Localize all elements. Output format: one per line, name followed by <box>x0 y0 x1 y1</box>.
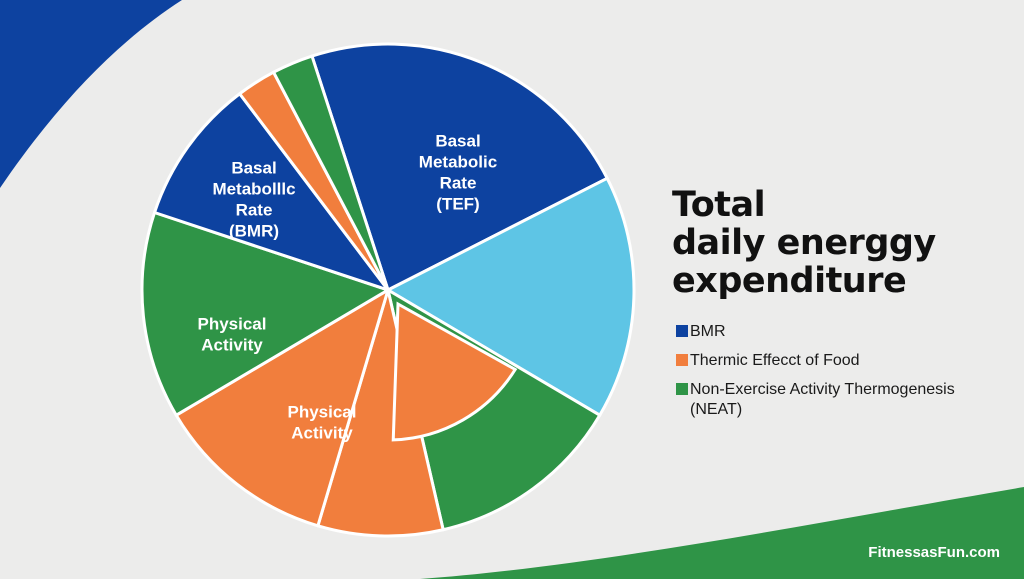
legend-label-neat-abbr: (NEAT) <box>690 401 743 418</box>
legend-swatch-neat <box>676 383 688 395</box>
legend-label-neat: Non-Exercise Activity Thermogenesis <box>690 381 955 398</box>
pie-slice-6 <box>140 211 390 417</box>
pie-slice-label-6: Physical Activity <box>198 315 267 355</box>
pie-slice-1 <box>310 42 609 292</box>
pie-labels: Basal Metabolic Rate (TEF) Physical Activity P… <box>198 132 498 443</box>
chart-title: Total daily energgy expenditure <box>672 186 1002 300</box>
pie-slice-label-5: Physical Activity <box>288 403 357 443</box>
legend-label-neat-wrap: Non-Exercise Activity Thermogenesis (NEA… <box>690 380 955 420</box>
legend-item-bmr: BMR <box>676 322 1016 342</box>
legend-swatch-bmr <box>676 325 688 337</box>
corner-wave-blue <box>0 0 182 188</box>
pie-slice-label-1: Basal Metabolic Rate (TEF) <box>419 132 497 214</box>
legend-label-tef: Thermic Effecct of Food <box>690 352 860 369</box>
pie-slice-7 <box>153 92 390 292</box>
pie-slices <box>140 42 636 538</box>
chart-title-line-2: daily energgy <box>672 223 936 263</box>
legend-item-tef: Thermic Effecct of Food <box>676 351 1016 371</box>
pie-slice-2 <box>386 176 636 417</box>
chart-title-line-1: Total <box>672 185 766 225</box>
pie-slice-5 <box>174 288 390 528</box>
legend-swatch-tef <box>676 354 688 366</box>
pie-slice-label-7: Basal Metabolllc Rate (BMR) <box>212 159 295 241</box>
pie-slice-4 <box>316 288 445 538</box>
brand-watermark: FitnessasFun.com <box>868 544 1000 561</box>
chart-legend: BMR Thermic Effecct of Food Non-Exercise… <box>676 322 1016 429</box>
pie-inner-wedge <box>391 301 518 442</box>
pie-slice-9 <box>272 54 390 292</box>
chart-title-line-3: expenditure <box>672 261 907 301</box>
legend-item-neat: Non-Exercise Activity Thermogenesis (NEA… <box>676 380 1016 420</box>
legend-label-bmr: BMR <box>690 323 726 340</box>
corner-wave-green <box>420 487 1024 579</box>
